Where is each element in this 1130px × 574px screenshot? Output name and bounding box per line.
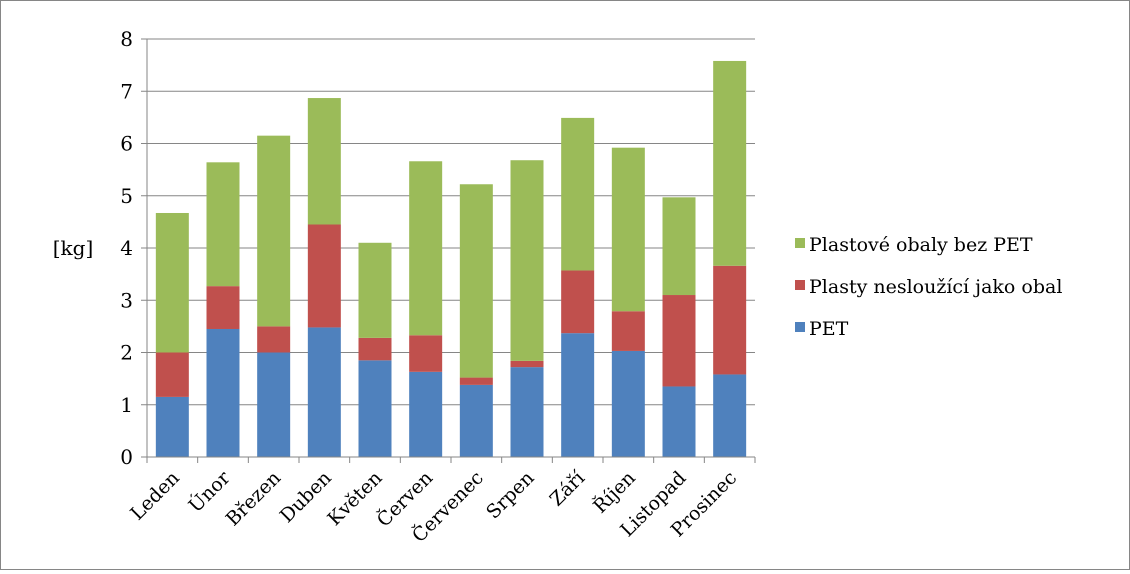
- bar-segment: [460, 184, 493, 377]
- bar-segment: [359, 243, 392, 338]
- y-tick-label: 3: [120, 288, 133, 312]
- bar-segment: [460, 385, 493, 457]
- bar-segment: [308, 98, 341, 224]
- legend-label: Plasty nesloužící jako obal: [809, 276, 1062, 298]
- bar-segment: [561, 118, 594, 271]
- bar-segment: [561, 270, 594, 333]
- x-tick-labels: Leden ÚnorBřezenDubenKvětenČervenČervenec…: [126, 466, 741, 547]
- y-axis-label: [kg]: [53, 236, 94, 260]
- bar-segment: [359, 338, 392, 360]
- legend: Plastové obaly bez PET Plasty nesloužící …: [795, 234, 1062, 340]
- x-tick-label: Leden: [126, 467, 184, 525]
- bar-segment: [207, 286, 240, 329]
- x-tick-label: Srpen: [482, 467, 538, 523]
- bar-segment: [156, 397, 189, 457]
- bars: [156, 61, 746, 457]
- bar-segment: [663, 295, 696, 386]
- bar-segment: [257, 326, 290, 352]
- bar-segment: [713, 61, 746, 266]
- bar-segment: [511, 367, 544, 457]
- legend-label: PET: [809, 318, 849, 340]
- bar-segment: [511, 160, 544, 361]
- bar-segment: [460, 378, 493, 385]
- bar-segment: [409, 335, 442, 372]
- bar-segment: [511, 361, 544, 367]
- bar-segment: [561, 333, 594, 457]
- bar-segment: [409, 161, 442, 335]
- y-tick-label: 4: [120, 236, 133, 260]
- bar-segment: [612, 311, 645, 351]
- legend-swatch: [795, 238, 805, 248]
- legend-label: Plastové obaly bez PET: [809, 234, 1033, 256]
- y-tick-label: 1: [120, 393, 133, 417]
- bar-segment: [713, 374, 746, 457]
- bar-segment: [207, 162, 240, 286]
- y-tick-label: 8: [120, 27, 133, 51]
- y-tick-label: 2: [120, 341, 133, 365]
- y-tick-label: 0: [120, 445, 133, 469]
- bar-segment: [207, 329, 240, 457]
- bar-segment: [612, 148, 645, 312]
- bar-segment: [663, 386, 696, 457]
- y-tick-label: 7: [120, 79, 133, 103]
- legend-swatch: [795, 322, 805, 332]
- y-tick-label: 6: [120, 132, 133, 156]
- bar-segment: [612, 351, 645, 457]
- y-tick-label: 5: [120, 184, 133, 208]
- bar-segment: [308, 327, 341, 457]
- bar-segment: [257, 136, 290, 327]
- bar-segment: [359, 360, 392, 457]
- legend-swatch: [795, 280, 805, 290]
- y-tick-labels: 0 1 2 3 4 5 6 7 8: [120, 27, 133, 469]
- bar-segment: [156, 353, 189, 397]
- bar-segment: [663, 197, 696, 295]
- x-tick-label: Březen: [222, 467, 285, 530]
- bar-segment: [409, 372, 442, 457]
- bar-segment: [713, 266, 746, 375]
- bar-segment: [308, 224, 341, 327]
- bar-segment: [156, 213, 189, 353]
- x-tick-label: Září: [546, 466, 590, 510]
- bar-segment: [257, 353, 290, 458]
